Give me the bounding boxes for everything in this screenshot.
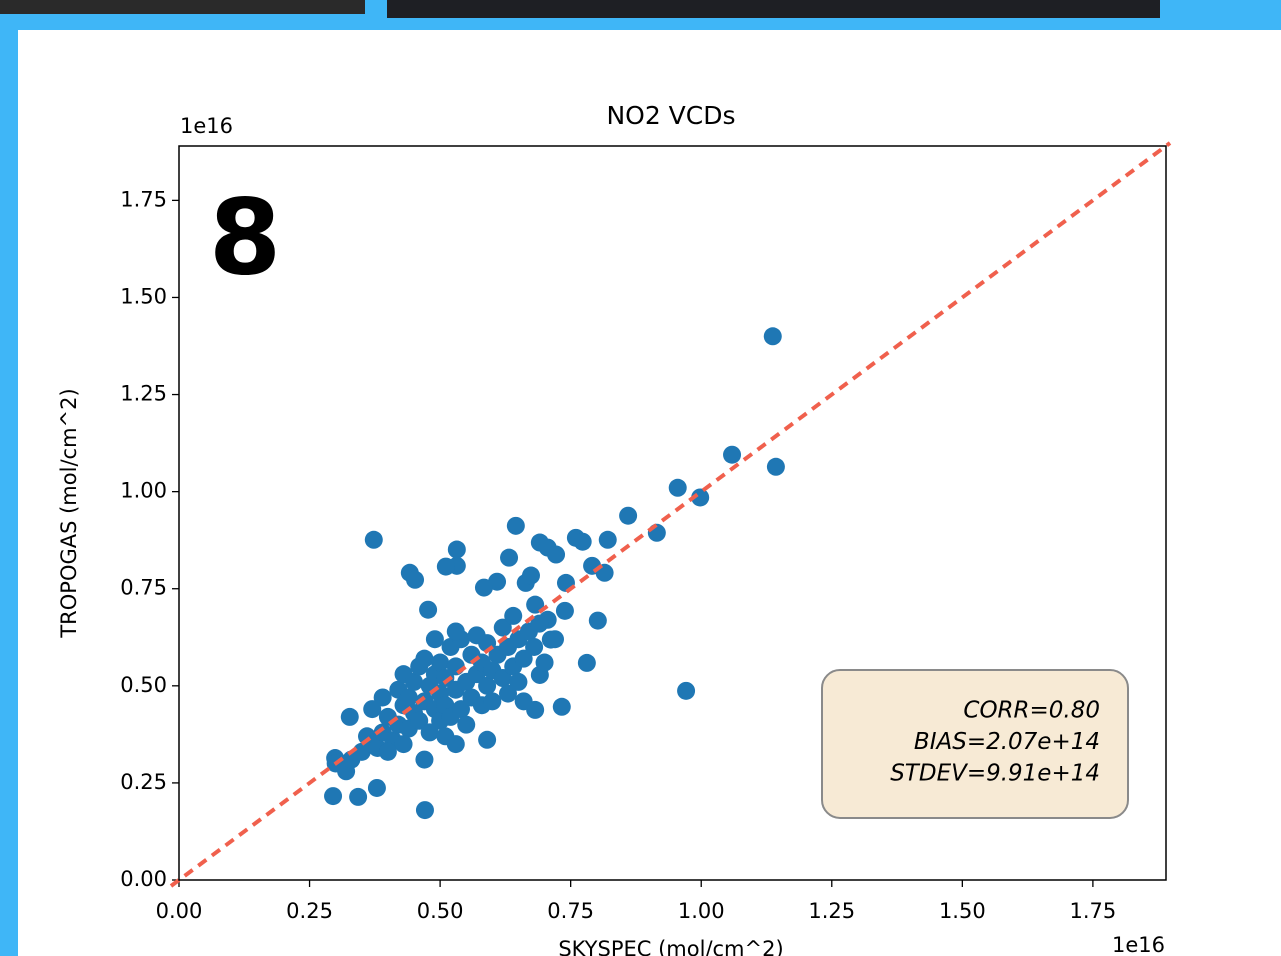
chart: NO2 VCDs 1e16 1e16 SKYSPEC (mol/cm^2) TR…	[57, 101, 1165, 956]
reference-line	[169, 141, 1172, 888]
y-tick-label: 1.50	[120, 284, 167, 308]
data-point	[478, 676, 497, 695]
x-tick-label: 0.50	[417, 899, 464, 923]
data-point	[525, 637, 544, 656]
chart-title: NO2 VCDs	[606, 101, 735, 130]
y-tick-label: 0.50	[120, 673, 167, 697]
data-point	[419, 600, 438, 619]
data-point	[406, 570, 425, 589]
data-point	[514, 692, 533, 711]
y-tick-label: 0.75	[120, 576, 167, 600]
data-point	[598, 530, 617, 549]
x-tick-label: 0.75	[547, 899, 594, 923]
photo-strip	[387, 0, 1160, 18]
y-offset-label: 1e16	[180, 114, 233, 138]
data-point	[506, 516, 525, 535]
x-tick-label: 0.00	[156, 899, 203, 923]
y-axis-label: TROPOGAS (mol/cm^2)	[57, 388, 81, 638]
data-point	[415, 801, 434, 820]
data-point	[363, 700, 382, 719]
data-point	[367, 778, 386, 797]
data-point	[378, 742, 397, 761]
data-point	[446, 622, 465, 641]
data-point	[405, 672, 423, 691]
data-point	[478, 730, 497, 749]
data-point	[668, 478, 687, 497]
data-point	[514, 649, 533, 668]
stats-text: STDEV=9.91e+14	[890, 761, 1100, 787]
x-tick-label: 1.75	[1070, 899, 1117, 923]
data-point	[504, 606, 523, 625]
data-point	[619, 506, 638, 525]
data-point	[415, 750, 434, 769]
data-point	[373, 688, 392, 707]
data-point	[677, 681, 696, 700]
data-point	[364, 530, 383, 549]
data-point	[447, 540, 466, 559]
data-point	[552, 697, 571, 716]
data-point	[436, 669, 455, 688]
x-tick-label: 1.25	[808, 899, 855, 923]
data-point	[546, 630, 564, 649]
data-point	[547, 545, 566, 564]
data-point	[509, 672, 528, 691]
data-point	[446, 657, 465, 676]
data-point	[410, 711, 429, 730]
y-tick-label: 1.75	[120, 187, 167, 211]
x-tick-label: 1.00	[678, 899, 725, 923]
x-axis-label: SKYSPEC (mol/cm^2)	[558, 937, 783, 956]
data-point	[452, 700, 470, 719]
data-point	[340, 707, 359, 726]
data-point	[526, 595, 545, 614]
data-point	[588, 611, 607, 630]
data-point	[415, 649, 434, 668]
data-point	[394, 735, 413, 754]
data-point	[500, 548, 519, 567]
data-point	[577, 653, 596, 672]
plot-frame	[178, 145, 1167, 881]
badge: 8	[209, 176, 281, 298]
stats-text: BIAS=2.07e+14	[914, 729, 1100, 755]
y-tick-label: 1.25	[120, 382, 167, 406]
y-tick-label: 0.25	[120, 770, 167, 794]
data-point	[723, 445, 742, 464]
data-point	[349, 787, 368, 806]
y-tick-label: 0.00	[120, 867, 167, 891]
data-point	[457, 715, 476, 734]
x-tick-label: 0.25	[286, 899, 333, 923]
data-point	[573, 532, 592, 551]
x-offset-label: 1e16	[1112, 933, 1165, 956]
data-point	[499, 684, 517, 703]
stats-text: CORR=0.80	[963, 698, 1100, 724]
data-point	[493, 618, 512, 637]
data-point	[766, 457, 785, 476]
data-point	[399, 688, 418, 707]
data-point	[555, 601, 574, 620]
x-tick-label: 1.50	[939, 899, 986, 923]
data-point	[691, 488, 710, 507]
data-point	[431, 653, 450, 672]
data-point	[446, 735, 465, 754]
data-point	[420, 723, 439, 742]
data-point	[324, 787, 343, 806]
data-point	[535, 653, 554, 672]
data-point	[474, 578, 493, 597]
photo-strip	[0, 0, 365, 14]
data-point	[521, 566, 540, 585]
data-point	[493, 669, 512, 688]
data-point	[763, 327, 782, 346]
y-tick-label: 1.00	[120, 479, 167, 503]
stats-box	[821, 669, 1129, 819]
data-point	[436, 557, 455, 576]
data-point	[483, 692, 502, 711]
data-point	[425, 630, 444, 649]
data-point	[530, 614, 549, 633]
